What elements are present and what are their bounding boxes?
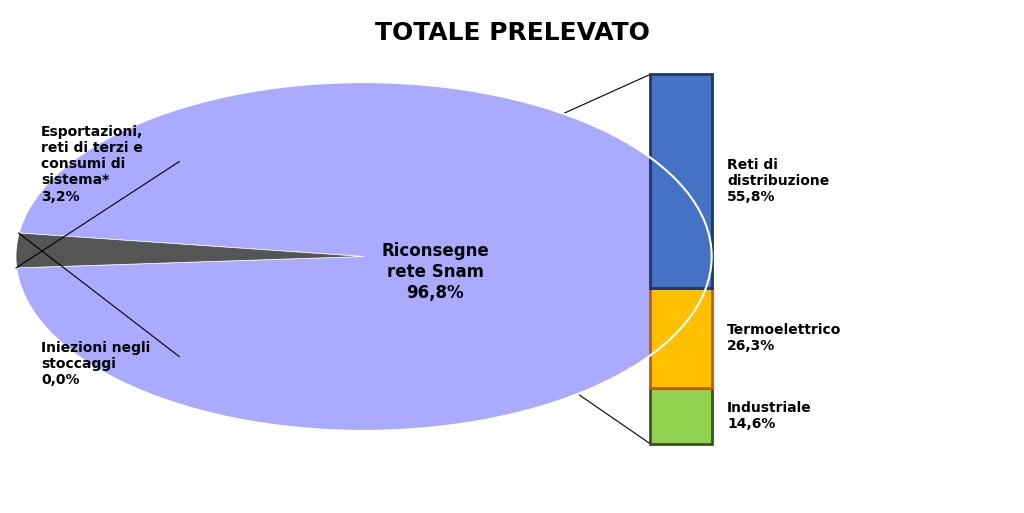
Text: Iniezioni negli
stoccaggi
0,0%: Iniezioni negli stoccaggi 0,0% (41, 341, 151, 387)
Text: TOTALE PRELEVATO: TOTALE PRELEVATO (375, 21, 649, 45)
Text: Esportazioni,
reti di terzi e
consumi di
sistema*
3,2%: Esportazioni, reti di terzi e consumi di… (41, 125, 143, 204)
Bar (650, 388, 712, 444)
Wedge shape (16, 82, 712, 431)
Text: Riconsegne
rete Snam
96,8%: Riconsegne rete Snam 96,8% (381, 242, 489, 302)
Bar (650, 287, 712, 388)
Text: Termoelettrico
26,3%: Termoelettrico 26,3% (727, 323, 842, 353)
Text: Reti di
distribuzione
55,8%: Reti di distribuzione 55,8% (727, 158, 829, 204)
Wedge shape (15, 233, 364, 268)
Text: Industriale
14,6%: Industriale 14,6% (727, 401, 812, 431)
Bar (650, 74, 712, 287)
